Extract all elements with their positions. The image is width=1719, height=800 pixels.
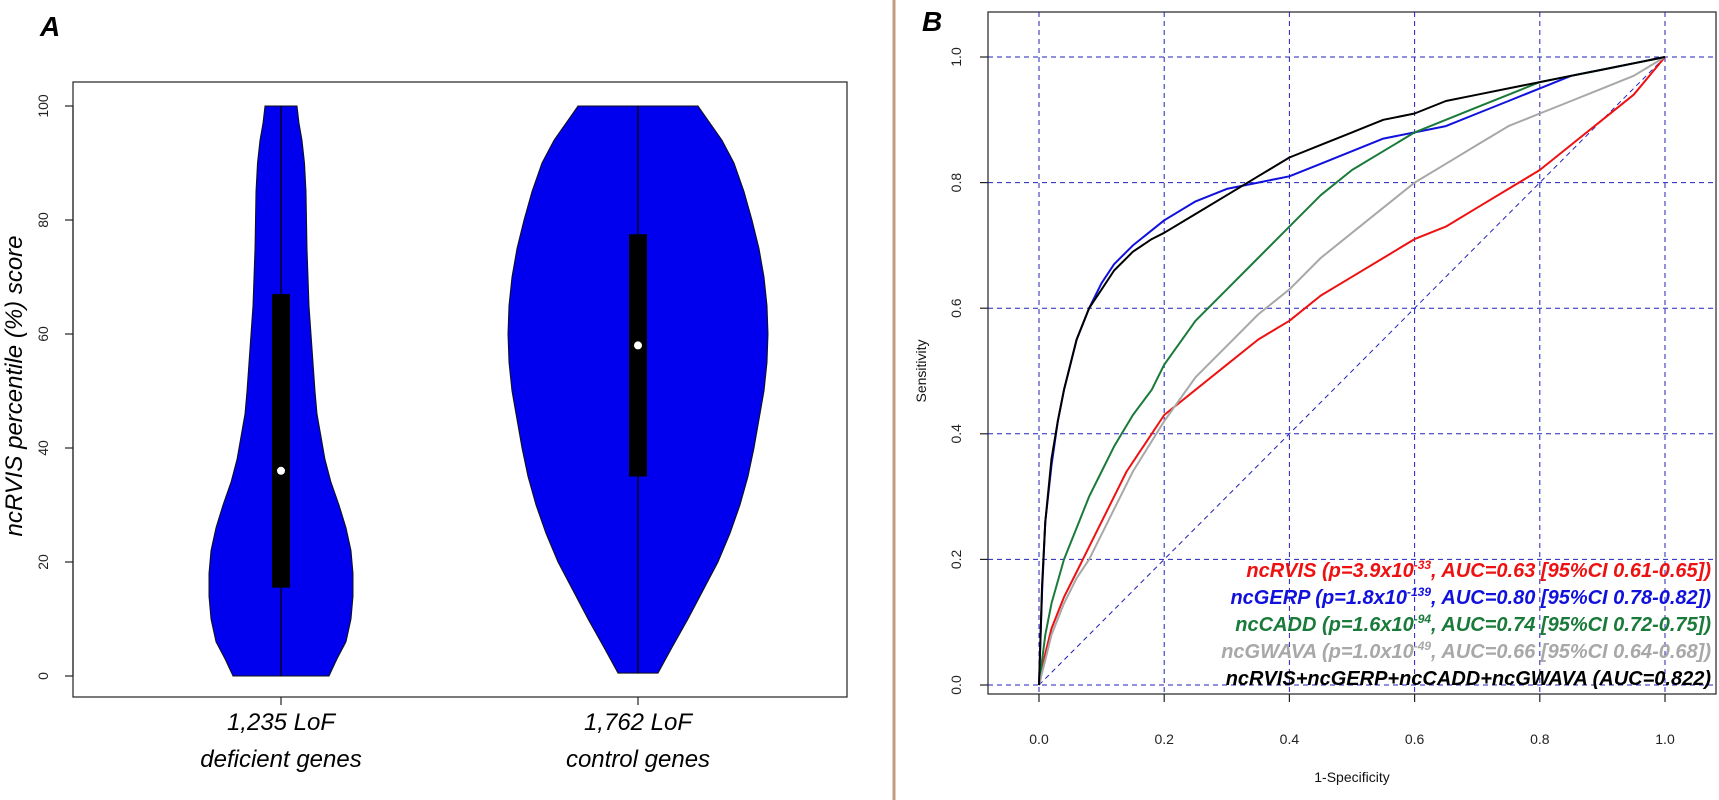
legend-entry-2-exponent: -139 xyxy=(1407,585,1431,599)
panel-b-y-tick-label-3: 0.6 xyxy=(948,298,964,318)
panel-a-y-tick-label-60: 60 xyxy=(35,326,51,342)
panel-b-grid xyxy=(988,12,1716,694)
legend-entry-2: ncGERP (p=1.8x10-139, AUC=0.80 [95%CI 0.… xyxy=(1230,585,1711,609)
legend-entry-1-exponent: -33 xyxy=(1414,558,1432,572)
panel-b-axes: 0.0 0.2 0.4 0.6 0.8 1.0 0.0 0.2 0.4 0.6 0.8 1.0 xyxy=(948,47,1675,747)
panel-b-letter: B xyxy=(922,6,942,37)
panel-b-x-tick-label-5: 1.0 xyxy=(1655,731,1675,747)
legend-entry-4-text: ncGWAVA (p=1.0x10 xyxy=(1221,641,1413,663)
legend-entry-4-exponent: -49 xyxy=(1414,639,1432,653)
violin-median-dot-2 xyxy=(634,341,642,350)
violin-iqr-box-1 xyxy=(272,294,290,588)
panel-b-y-tick-label-2: 0.4 xyxy=(948,424,964,444)
panel-a-y-tick-label-0: 0 xyxy=(35,672,51,680)
panel-b-x-tick-label-2: 0.4 xyxy=(1280,731,1300,747)
legend-entry-2-rest: , AUC=0.80 [95%CI 0.78-0.82]) xyxy=(1430,587,1711,609)
legend-entry-3: ncCADD (p=1.6x10-94, AUC=0.74 [95%CI 0.7… xyxy=(1235,612,1711,636)
legend-entry-3-text: ncCADD (p=1.6x10 xyxy=(1235,614,1413,636)
panel-b-x-axis-label: 1-Specificity xyxy=(1314,769,1389,785)
legend-entry-4-rest: , AUC=0.66 [95%CI 0.64-0.68]) xyxy=(1430,641,1711,663)
panel-a-y-tick-label-20: 20 xyxy=(35,554,51,570)
panel-a-y-tick-label-80: 80 xyxy=(35,212,51,228)
roc-curve-1 xyxy=(1038,56,1666,686)
panel-a-letter: A xyxy=(39,11,60,42)
panel-b-x-tick-label-1: 0.2 xyxy=(1154,731,1174,747)
violin-iqr-box-2 xyxy=(629,234,647,477)
panel-b-x-tick-label-4: 0.8 xyxy=(1530,731,1550,747)
legend-entry-3-exponent: -94 xyxy=(1414,612,1432,626)
legend-entry-5: ncRVIS+ncGERP+ncCADD+ncGWAVA (AUC=0.822) xyxy=(1226,668,1712,690)
panel-b-y-axis-label: Sensitivity xyxy=(913,339,929,402)
panel-b-y-tick-label-1: 0.2 xyxy=(948,549,964,569)
roc-legend: ncRVIS (p=3.9x10-33, AUC=0.63 [95%CI 0.6… xyxy=(1221,558,1711,690)
legend-entry-5-text: ncRVIS+ncGERP+ncCADD+ncGWAVA (AUC=0.822) xyxy=(1226,668,1712,690)
panel-a-y-axis-label: ncRVIS percentile (%) score xyxy=(1,235,28,536)
panel-b-x-tick-label-3: 0.6 xyxy=(1405,731,1425,747)
legend-entry-4: ncGWAVA (p=1.0x10-49, AUC=0.66 [95%CI 0.… xyxy=(1221,639,1711,663)
panel-b: B 0.0 0.2 0.4 0.6 0.8 1.0 0.0 0.2 0.4 0.6 0.8 1.0 n… xyxy=(913,6,1717,785)
panel-b-x-tick-label-0: 0.0 xyxy=(1029,731,1049,747)
roc-curve-5 xyxy=(1038,56,1666,686)
roc-curves xyxy=(1038,56,1666,686)
panel-b-y-tick-label-0: 0.0 xyxy=(948,675,964,695)
violin-median-dot-1 xyxy=(277,466,285,475)
category-label-1-line2: deficient genes xyxy=(200,746,361,773)
legend-entry-3-rest: , AUC=0.74 [95%CI 0.72-0.75]) xyxy=(1430,614,1711,636)
panel-a-y-tick-label-40: 40 xyxy=(35,440,51,456)
legend-entry-2-text: ncGERP (p=1.8x10 xyxy=(1230,587,1407,609)
legend-entry-1-rest: , AUC=0.63 [95%CI 0.61-0.65]) xyxy=(1430,560,1711,582)
category-label-2-line2: control genes xyxy=(566,746,710,773)
roc-curve-3 xyxy=(1038,56,1666,686)
category-label-1-line1: 1,235 LoF xyxy=(227,709,336,736)
panel-a-categories: 1,235 LoF deficient genes 1,762 LoF control… xyxy=(200,697,710,773)
legend-entry-1: ncRVIS (p=3.9x10-33, AUC=0.63 [95%CI 0.6… xyxy=(1246,558,1711,582)
panel-b-y-tick-label-5: 1.0 xyxy=(948,47,964,67)
panel-a-y-tick-label-100: 100 xyxy=(35,94,51,118)
panel-b-y-tick-label-4: 0.8 xyxy=(948,173,964,193)
diagonal-reference-line xyxy=(1038,56,1666,686)
legend-entry-1-text: ncRVIS (p=3.9x10 xyxy=(1246,560,1413,582)
violin-group xyxy=(208,105,769,677)
panel-a-y-axis: 0 20 40 60 80 100 xyxy=(35,94,74,680)
roc-curve-4 xyxy=(1038,56,1666,686)
category-label-2-line1: 1,762 LoF xyxy=(584,709,693,736)
